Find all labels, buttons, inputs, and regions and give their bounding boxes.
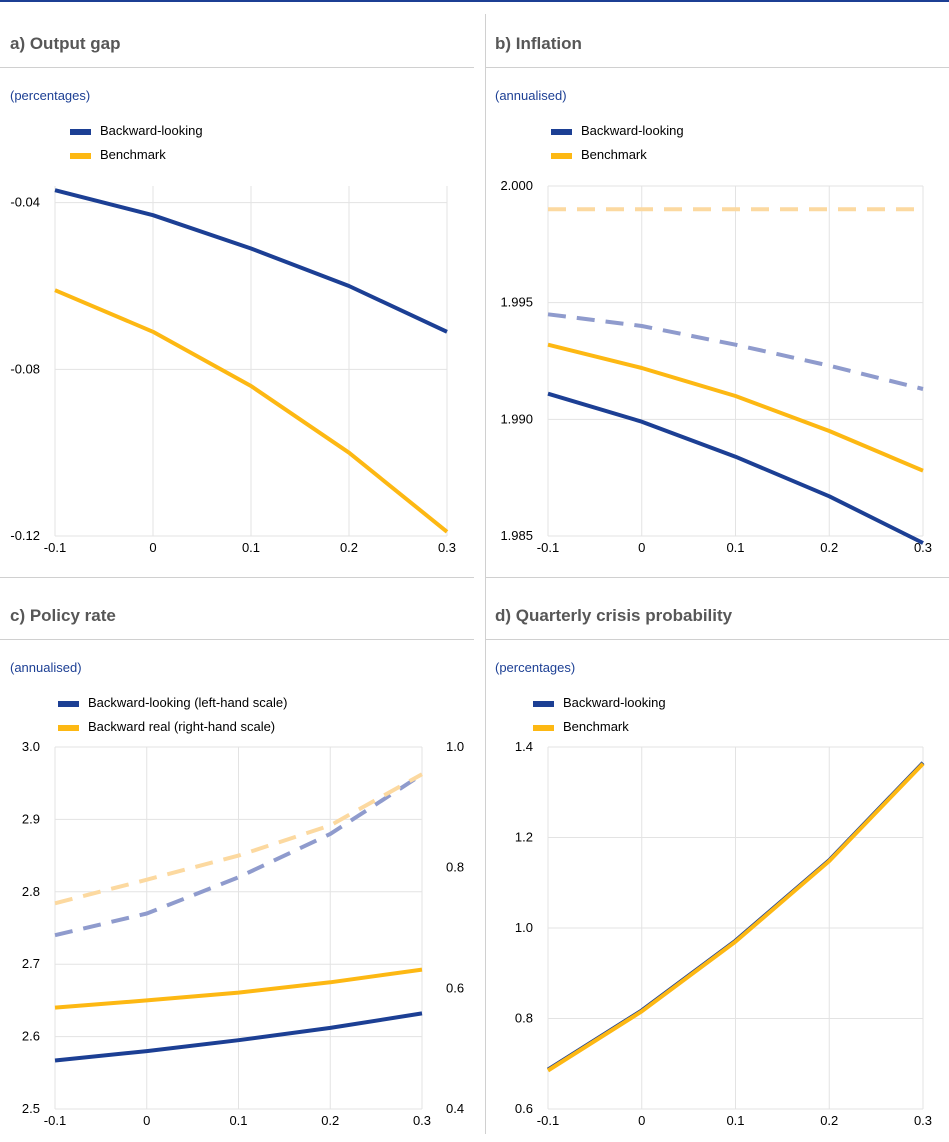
title-separator [485, 639, 949, 640]
legend-label: Backward-looking (left-hand scale) [88, 695, 288, 710]
y-tick-label: 1.2 [515, 830, 533, 845]
panel-subtitle: (annualised) [10, 660, 82, 675]
x-tick-label: 0 [638, 1113, 645, 1128]
x-tick-label: 0.1 [726, 540, 744, 555]
x-tick-label: 0 [143, 1113, 150, 1128]
top-rule [0, 0, 949, 2]
panel-output-gap: a) Output gap (percentages) Backward-loo… [0, 0, 474, 560]
x-tick-label: 0 [638, 540, 645, 555]
series-line [546, 762, 925, 1073]
legend-swatch [551, 153, 572, 159]
x-tick-label: 0.1 [726, 1113, 744, 1128]
x-tick-label: -0.1 [44, 540, 66, 555]
legend-swatch [58, 725, 79, 731]
chart-plot: 2.000 1.995 1.990 1.985 -0.1 0 0.1 0.2 0.3 [500, 178, 932, 555]
panel-policy-rate: c) Policy rate (annualised) Backward-loo… [0, 572, 474, 1132]
series-line [547, 342, 924, 473]
legend-swatch [533, 725, 554, 731]
dashed-series-line [547, 312, 924, 391]
y-tick-label: 2.9 [22, 811, 40, 826]
y-tick-label: 1.990 [500, 411, 533, 426]
panel-subtitle: (percentages) [495, 660, 576, 675]
title-separator [0, 67, 474, 68]
x-tick-label: 0.2 [820, 540, 838, 555]
x-tick-label: 0.2 [340, 540, 358, 555]
y2-tick-label: 0.8 [446, 860, 464, 875]
legend-label: Backward-looking [581, 123, 684, 138]
panel-inflation: b) Inflation (annualised) Backward-looki… [475, 0, 949, 560]
panel-crisis-probability: d) Quarterly crisis probability (percent… [475, 572, 949, 1132]
y-tick-label: -0.12 [10, 528, 40, 543]
chart-plot: -0.04 -0.08 -0.12 -0.1 0 0.1 0.2 0.3 [10, 186, 456, 555]
title-separator [485, 67, 949, 68]
y-tick-label: 2.5 [22, 1101, 40, 1116]
x-tick-label: -0.1 [537, 540, 559, 555]
legend-label: Benchmark [581, 147, 647, 162]
legend-swatch [70, 129, 91, 135]
y2-tick-label: 1.0 [446, 739, 464, 754]
y-tick-label: 1.4 [515, 739, 533, 754]
series-line [54, 188, 448, 334]
y-tick-label: 2.7 [22, 956, 40, 971]
series-line [54, 288, 449, 534]
series-line [54, 1011, 423, 1063]
legend-swatch [551, 129, 572, 135]
x-tick-label: 0.3 [438, 540, 456, 555]
x-tick-label: 0.2 [321, 1113, 339, 1128]
dashed-series-line [54, 772, 423, 906]
y-tick-label: 0.6 [515, 1101, 533, 1116]
x-tick-label: -0.1 [537, 1113, 559, 1128]
chart-plot: 3.0 2.9 2.8 2.7 2.6 2.5 1.0 0.8 0.6 0.4 -0.1 0 0.1 0.… [22, 739, 464, 1128]
title-separator [0, 639, 474, 640]
panel-top-separator [0, 577, 474, 578]
legend-label: Benchmark [100, 147, 166, 162]
series-line [54, 967, 423, 1010]
legend-label: Benchmark [563, 719, 629, 734]
dashed-series-line [54, 772, 424, 938]
panel-subtitle: (annualised) [495, 88, 567, 103]
y-tick-label: 2.6 [22, 1029, 40, 1044]
x-tick-label: 0 [149, 540, 156, 555]
panel-title: c) Policy rate [10, 606, 116, 625]
y-tick-label: 3.0 [22, 739, 40, 754]
panel-top-separator [485, 577, 949, 578]
y-tick-label: -0.08 [10, 361, 40, 376]
panel-title: a) Output gap [10, 34, 121, 53]
panel-subtitle: (percentages) [10, 88, 91, 103]
x-tick-label: 0.1 [229, 1113, 247, 1128]
panel-title: b) Inflation [495, 34, 582, 53]
legend-label: Backward real (right-hand scale) [88, 719, 276, 734]
legend-label: Backward-looking [100, 123, 203, 138]
y-tick-label: 2.000 [500, 178, 533, 193]
y-tick-label: -0.04 [10, 195, 40, 210]
vertical-divider [485, 14, 486, 1134]
legend-swatch [533, 701, 554, 707]
x-tick-label: 0.3 [914, 1113, 932, 1128]
legend-swatch [70, 153, 91, 159]
legend-label: Backward-looking [563, 695, 666, 710]
panel-title: d) Quarterly crisis probability [495, 606, 733, 625]
y-tick-label: 1.985 [500, 528, 533, 543]
y2-tick-label: 0.4 [446, 1101, 464, 1116]
chart-plot: 1.4 1.2 1.0 0.8 0.6 -0.1 0 0.1 0.2 0.3 [515, 739, 932, 1128]
y-tick-label: 0.8 [515, 1011, 533, 1026]
y-tick-label: 2.8 [22, 884, 40, 899]
series-line [547, 391, 924, 545]
y-tick-label: 1.995 [500, 295, 533, 310]
y-tick-label: 1.0 [515, 920, 533, 935]
x-tick-label: 0.3 [914, 540, 932, 555]
x-tick-label: 0.3 [413, 1113, 431, 1128]
legend-swatch [58, 701, 79, 707]
x-tick-label: 0.1 [242, 540, 260, 555]
x-tick-label: -0.1 [44, 1113, 66, 1128]
y2-tick-label: 0.6 [446, 980, 464, 995]
x-tick-label: 0.2 [820, 1113, 838, 1128]
